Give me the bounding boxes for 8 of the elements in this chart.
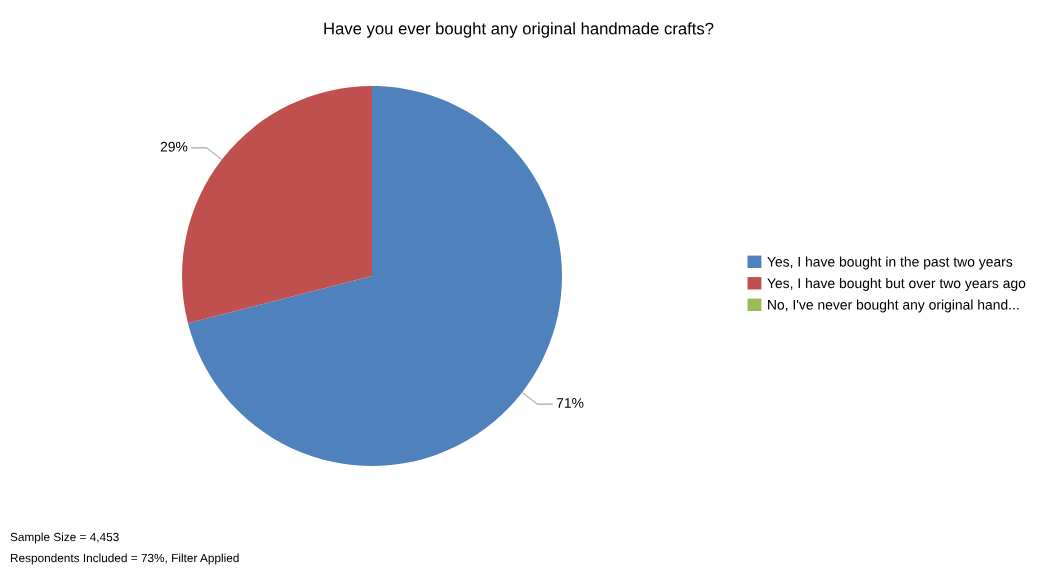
text: Respondents Included = 73%, Filter Applied	[10, 553, 239, 565]
legend-label: Yes, I have bought but over two years ago	[767, 277, 1026, 291]
legend-label: Yes, I have bought in the past two years	[767, 256, 1013, 270]
text: Sample Size = 4,453	[10, 532, 119, 544]
chart-title: Have you ever bought any original handmade crafts?	[324, 22, 714, 38]
legend-label: No, I've never bought any original hand...	[768, 299, 1019, 313]
data-label: 29%	[160, 141, 188, 152]
data-label: 71%	[556, 398, 584, 408]
